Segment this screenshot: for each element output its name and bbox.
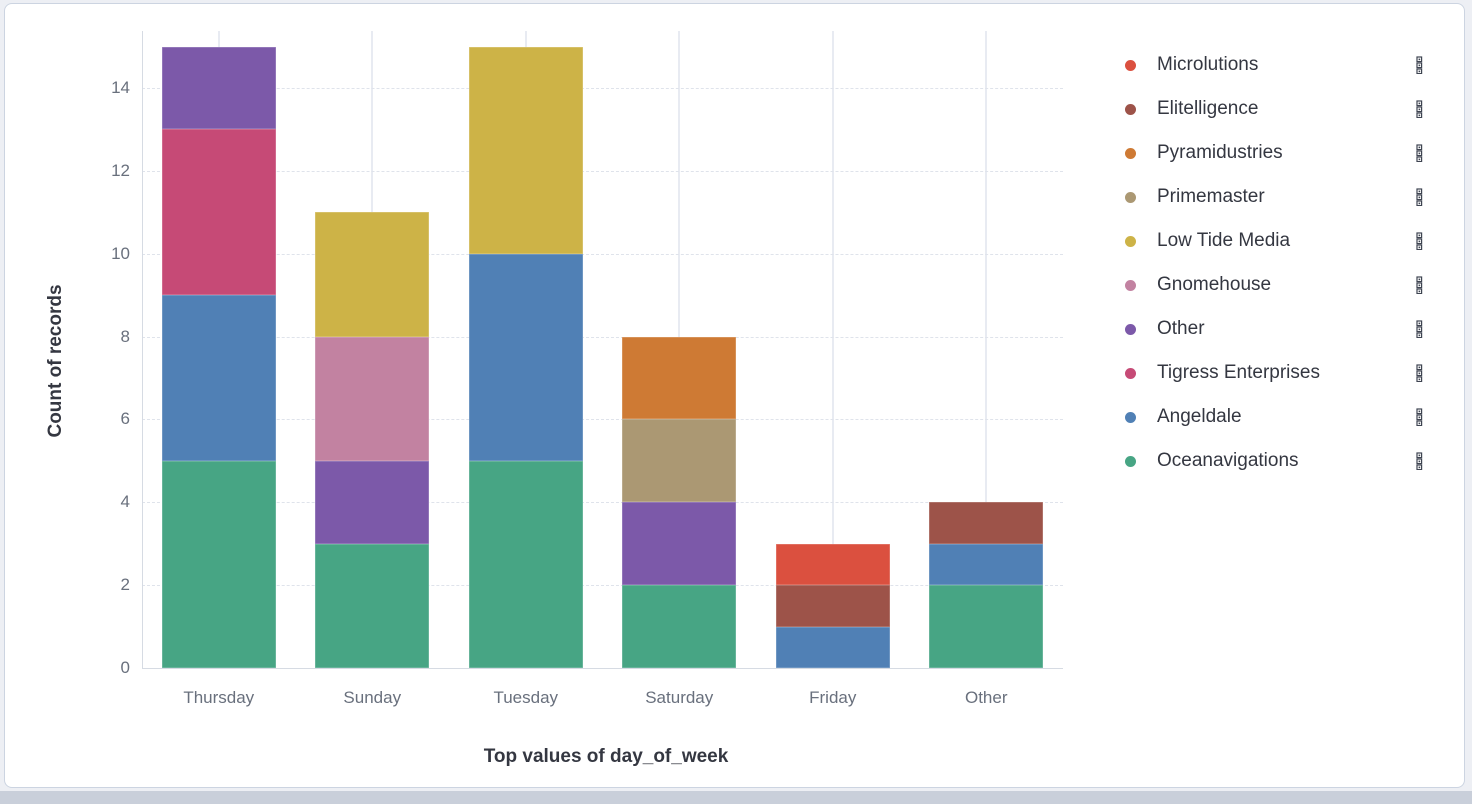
legend-actions-icon[interactable]: [1414, 56, 1425, 74]
legend-color-dot: [1125, 455, 1136, 467]
bar-segment-primemaster[interactable]: [622, 419, 737, 503]
legend-color-dot: [1125, 411, 1136, 423]
bar-segment-angeldale[interactable]: [775, 626, 890, 668]
bar-segment-oceanavigations[interactable]: [468, 460, 583, 668]
horizontal-gridline: [142, 170, 1063, 172]
bar-segment-elitelligence[interactable]: [929, 502, 1044, 544]
bar-segment-tigress-enterprises[interactable]: [161, 129, 276, 296]
bar-segment-oceanavigations[interactable]: [622, 585, 737, 668]
y-axis-tick-label: 10: [111, 243, 130, 263]
horizontal-gridline: [142, 87, 1063, 89]
legend-actions-icon[interactable]: [1414, 232, 1425, 250]
horizontal-gridline: [142, 585, 1063, 587]
legend-item-tigress-enterprises[interactable]: Tigress Enterprises: [1121, 351, 1437, 395]
legend-actions-icon[interactable]: [1414, 276, 1425, 294]
bar-segment-gnomehouse[interactable]: [315, 336, 430, 461]
legend-actions-icon[interactable]: [1414, 452, 1425, 470]
vertical-gridline: [985, 31, 988, 668]
y-axis-tick-label: 4: [120, 492, 130, 512]
legend-item-angeldale[interactable]: Angeldale: [1121, 395, 1437, 439]
bar-segment-angeldale[interactable]: [161, 295, 276, 461]
bar-segment-other[interactable]: [622, 502, 737, 586]
bar-segment-angeldale[interactable]: [468, 253, 583, 461]
legend-item-elitelligence[interactable]: Elitelligence: [1121, 87, 1437, 131]
horizontal-gridline: [142, 253, 1063, 255]
x-axis-tick-label: Thursday: [183, 688, 255, 707]
x-axis-tick-label: Saturday: [645, 688, 714, 707]
legend-item-microlutions[interactable]: Microlutions: [1121, 43, 1437, 87]
y-axis-tick-label: 8: [120, 326, 130, 346]
x-axis-tick-label: Tuesday: [493, 688, 559, 707]
bar-segment-low-tide-media[interactable]: [468, 46, 583, 254]
bar-segment-oceanavigations[interactable]: [315, 543, 430, 668]
legend-color-dot: [1125, 147, 1136, 159]
legend-item-label: Microlutions: [1157, 54, 1259, 75]
legend-item-label: Pyramidustries: [1157, 142, 1283, 163]
x-axis-line: [142, 668, 1063, 669]
horizontal-gridline: [142, 336, 1063, 338]
bar-segment-other[interactable]: [315, 460, 430, 544]
horizontal-gridline: [142, 502, 1063, 504]
y-axis-tick-label: 6: [120, 409, 130, 429]
legend-color-dot: [1125, 59, 1136, 71]
legend-item-low-tide-media[interactable]: Low Tide Media: [1121, 219, 1437, 263]
y-axis-tick-label: 14: [111, 77, 130, 97]
x-axis-tick-label: Sunday: [343, 688, 402, 707]
legend-item-label: Elitelligence: [1157, 98, 1259, 119]
bar-segment-oceanavigations[interactable]: [161, 460, 276, 668]
legend-color-dot: [1125, 367, 1136, 379]
legend-item-primemaster[interactable]: Primemaster: [1121, 175, 1437, 219]
bar-segment-elitelligence[interactable]: [775, 585, 890, 627]
legend-actions-icon[interactable]: [1414, 320, 1425, 338]
legend-actions-icon[interactable]: [1414, 100, 1425, 118]
legend-actions-icon[interactable]: [1414, 144, 1425, 162]
bar-segment-other[interactable]: [161, 46, 276, 130]
legend-actions-icon[interactable]: [1414, 188, 1425, 206]
bar-segment-oceanavigations[interactable]: [929, 585, 1044, 668]
y-axis-tick-label: 0: [120, 658, 130, 677]
x-axis-title: Top values of day_of_week: [483, 746, 729, 767]
x-axis-tick-label: Friday: [809, 688, 857, 707]
legend-item-other[interactable]: Other: [1121, 307, 1437, 351]
legend-item-pyramidustries[interactable]: Pyramidustries: [1121, 131, 1437, 175]
legend-item-label: Primemaster: [1157, 186, 1265, 207]
legend-item-label: Other: [1157, 318, 1205, 339]
legend-color-dot: [1125, 323, 1136, 335]
plot-area: 0 2 4 6 8 10 12 14 Thursday Sunday Tuesday Saturday…: [5, 4, 1464, 787]
vertical-gridline: [831, 31, 834, 668]
legend-actions-icon[interactable]: [1414, 408, 1425, 426]
horizontal-gridline: [142, 419, 1063, 421]
page-bottom-band: [0, 791, 1472, 804]
bar-segment-angeldale[interactable]: [929, 543, 1044, 586]
legend-item-label: Gnomehouse: [1157, 274, 1272, 295]
legend-item-label: Angeldale: [1157, 406, 1242, 427]
bar-segment-microlutions[interactable]: [775, 543, 890, 586]
legend-color-dot: [1125, 191, 1136, 203]
legend-item-label: Low Tide Media: [1157, 230, 1291, 251]
legend-color-dot: [1125, 279, 1136, 291]
legend-color-dot: [1125, 103, 1136, 115]
legend-actions-icon[interactable]: [1414, 364, 1425, 382]
x-axis-tick-label: Other: [964, 688, 1008, 707]
bar-segment-low-tide-media[interactable]: [315, 212, 430, 337]
legend-item-label: Oceanavigations: [1157, 450, 1299, 471]
legend-item-oceanavigations[interactable]: Oceanavigations: [1121, 439, 1437, 483]
legend-item-label: Tigress Enterprises: [1157, 362, 1320, 383]
chart-panel: Count of records 0 2 4 6 8 10 12 14 Thursday Sund…: [4, 3, 1465, 788]
y-axis-tick-label: 12: [111, 160, 130, 180]
bar-segment-pyramidustries[interactable]: [622, 336, 737, 420]
legend: Microlutions Elitelligence Pyramidustries P…: [1121, 43, 1437, 483]
legend-color-dot: [1125, 235, 1136, 247]
legend-item-gnomehouse[interactable]: Gnomehouse: [1121, 263, 1437, 307]
y-axis-line: [142, 31, 143, 668]
y-axis-tick-label: 2: [120, 575, 130, 595]
